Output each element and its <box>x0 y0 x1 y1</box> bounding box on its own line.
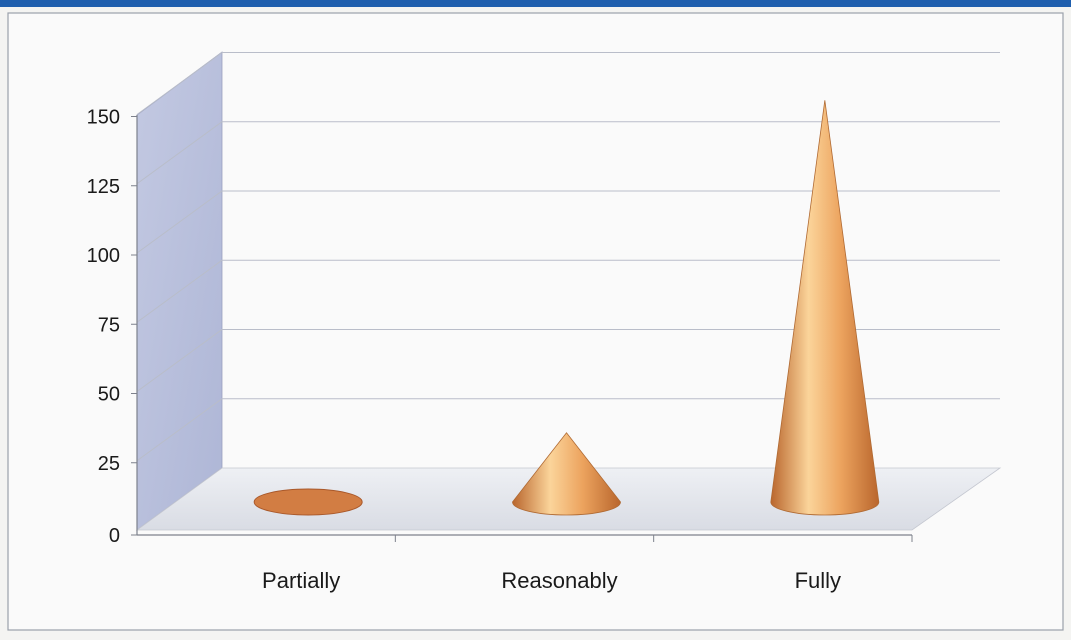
y-tick-label: 100 <box>87 245 120 267</box>
cones <box>253 100 880 516</box>
cone-base <box>253 488 363 516</box>
y-tick-label: 150 <box>87 107 120 129</box>
x-tick-label: Partially <box>262 568 340 593</box>
x-axis-labels: Partially Reasonably Fully <box>262 535 913 593</box>
y-tick-label: 75 <box>98 314 120 336</box>
header-bar <box>0 0 1071 7</box>
gridlines <box>136 52 1000 462</box>
cone-body <box>770 100 880 516</box>
gridline <box>136 259 1000 323</box>
x-tick-label: Reasonably <box>501 568 617 593</box>
gridline <box>136 52 1000 115</box>
y-tick-label: 125 <box>87 176 120 198</box>
gridline <box>136 190 1000 254</box>
y-tick-label: 25 <box>98 453 120 475</box>
cone-reasonably <box>512 432 621 516</box>
cone-partially <box>253 488 363 516</box>
cone-body <box>512 432 621 516</box>
x-tick-label: Fully <box>795 568 841 593</box>
gridline <box>136 329 1000 392</box>
y-tick-label: 0 <box>109 525 120 547</box>
y-tick-label: 50 <box>98 384 120 406</box>
gridline <box>136 121 1000 185</box>
cone-fully <box>770 100 880 516</box>
y-axis: 0 25 50 75 100 125 150 <box>87 107 137 547</box>
gridline <box>136 398 1000 462</box>
